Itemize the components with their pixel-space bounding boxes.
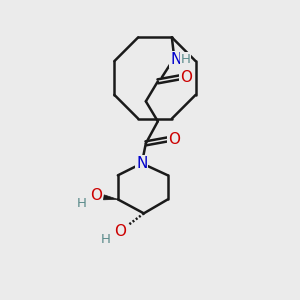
Text: N: N: [136, 156, 148, 171]
Text: N: N: [170, 52, 182, 67]
Text: O: O: [114, 224, 126, 239]
Text: H: H: [101, 233, 111, 246]
Polygon shape: [103, 195, 118, 200]
Text: H: H: [77, 197, 87, 210]
Text: H: H: [181, 53, 191, 66]
Text: O: O: [168, 132, 180, 147]
Text: O: O: [90, 188, 102, 203]
Text: O: O: [180, 70, 192, 85]
